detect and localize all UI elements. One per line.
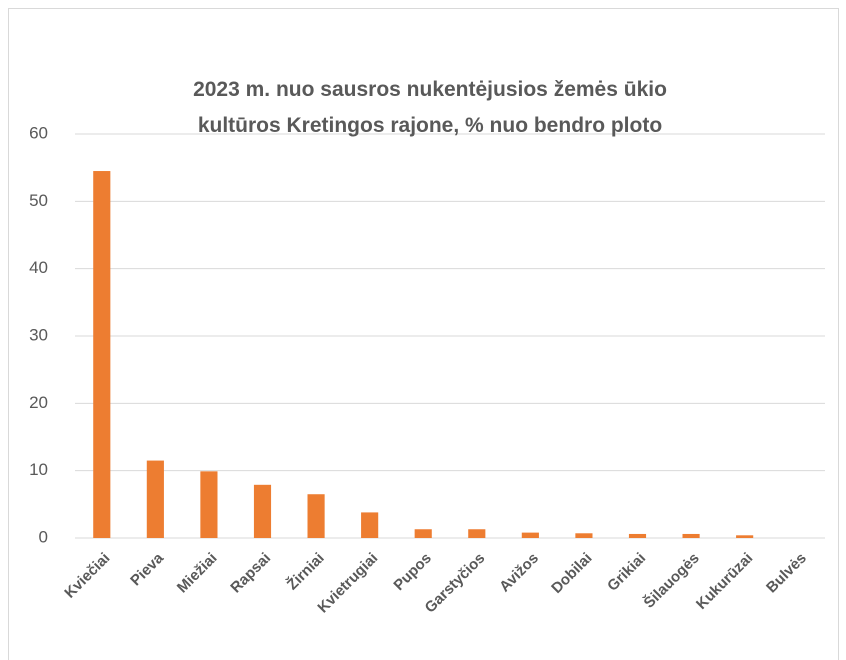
x-tick-label: Bulvės	[763, 550, 810, 597]
y-tick-label: 10	[29, 460, 48, 479]
x-tick-label: Grikiai	[604, 550, 649, 595]
bar	[253, 484, 272, 538]
bar	[521, 532, 539, 538]
x-tick-label: Kukurūzai	[693, 550, 756, 613]
bar	[736, 535, 754, 538]
bar	[146, 460, 164, 538]
x-tick-label: Pieva	[127, 549, 167, 589]
bar	[307, 494, 325, 538]
y-tick-label: 60	[29, 123, 48, 142]
x-tick-label: Pupos	[390, 550, 434, 594]
bar	[361, 512, 379, 538]
bar	[628, 533, 647, 538]
y-tick-label: 30	[29, 325, 48, 344]
bar	[93, 171, 111, 539]
x-tick-label: Avižos	[496, 550, 542, 596]
bar	[200, 471, 218, 538]
chart-frame	[8, 8, 839, 660]
y-tick-label: 50	[29, 191, 48, 210]
x-tick-label: Žirniai	[283, 549, 328, 594]
bar	[682, 533, 700, 538]
x-tick-label: Rapsai	[227, 550, 274, 597]
x-tick-label: Kviečiai	[61, 550, 113, 602]
bar	[468, 529, 486, 538]
bar	[414, 529, 432, 538]
bar	[575, 533, 593, 538]
y-tick-label: 20	[29, 393, 48, 412]
chart-title: 2023 m. nuo sausros nukentėjusios žemės …	[193, 78, 667, 137]
y-tick-label: 40	[29, 258, 48, 277]
y-tick-label: 0	[39, 527, 48, 546]
x-tick-label: Dobilai	[548, 550, 595, 597]
x-tick-label: Miežiai	[174, 550, 221, 597]
